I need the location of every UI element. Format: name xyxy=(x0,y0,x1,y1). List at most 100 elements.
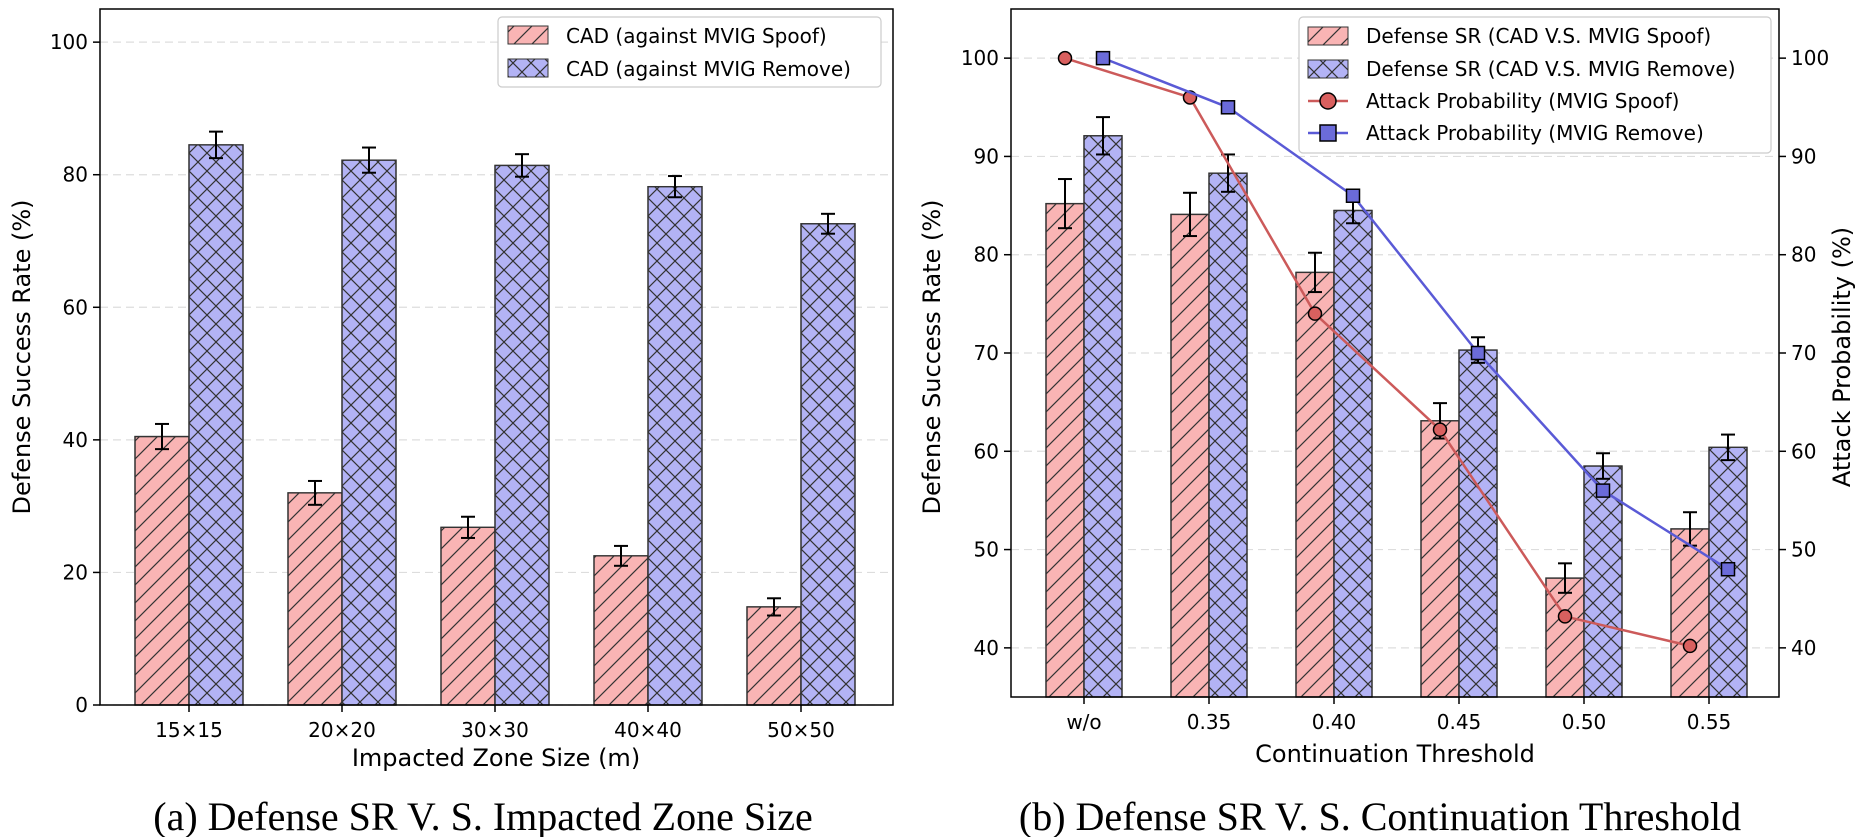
b-point-remove xyxy=(1220,100,1236,115)
b-bar-remove-hatch xyxy=(1458,349,1498,698)
b-x-tick-label: 0.55 xyxy=(1687,710,1732,734)
b-point-remove xyxy=(1345,188,1361,203)
b-bar-remove-hatch xyxy=(1083,135,1123,698)
a-bar-spoof-hatch xyxy=(440,526,496,706)
a-legend-swatch-remove-hatch xyxy=(508,59,548,77)
a-y-axis-ticks: 0 20 40 60 80 100 xyxy=(50,30,100,717)
a-x-tick-label: 40×40 xyxy=(614,718,682,742)
b-bar-spoof-hatch xyxy=(1295,271,1335,698)
a-legend-label-spoof: CAD (against MVIG Spoof) xyxy=(566,24,827,48)
panel-a-chart: 0 20 40 60 80 100 15×15 20×20 30×30 40×40 50×50 I… xyxy=(8,8,894,837)
a-x-tick-label: 15×15 xyxy=(155,718,223,742)
a-y-tick-label: 80 xyxy=(63,163,88,187)
a-y-tick-label: 100 xyxy=(50,30,88,54)
a-caption: (a) Defense SR V. S. Impacted Zone Size xyxy=(153,794,812,837)
a-legend-swatch-spoof-hatch xyxy=(508,26,548,44)
b-legend-marker-spoof xyxy=(1319,92,1337,110)
b-y-tick-label: 40 xyxy=(974,636,999,660)
b-x-tick-label: 0.50 xyxy=(1562,710,1607,734)
b-x-tick-label: w/o xyxy=(1066,710,1101,734)
a-bar-spoof-hatch xyxy=(134,435,190,706)
b-point-remove xyxy=(1595,483,1611,498)
b-point-spoof xyxy=(1307,306,1323,321)
a-y-tick-label: 0 xyxy=(75,693,88,717)
b-y2-tick-label: 80 xyxy=(1791,243,1816,267)
b-legend-label-spoof-line: Attack Probability (MVIG Spoof) xyxy=(1366,89,1680,113)
panel-b-chart: 40 50 60 70 80 90 100 40 50 60 70 80 90 100 w/o 0.35 0… xyxy=(918,8,1856,837)
b-y2-axis-ticks: 40 50 60 70 80 90 100 xyxy=(1779,46,1829,660)
b-y2-tick-label: 70 xyxy=(1791,341,1816,365)
a-bar-spoof-hatch xyxy=(746,606,802,706)
a-bar-remove-hatch xyxy=(341,159,397,706)
b-bar-spoof-hatch xyxy=(1670,528,1710,698)
b-y2-tick-label: 60 xyxy=(1791,439,1816,463)
a-bar-remove-hatch xyxy=(800,223,856,706)
a-x-tick-label: 50×50 xyxy=(767,718,835,742)
b-y2-tick-label: 50 xyxy=(1791,538,1816,562)
b-y-axis-label: Defense Success Rate (%) xyxy=(918,200,946,515)
a-legend-box xyxy=(497,16,882,88)
b-y2-axis-label: Attack Probability (%) xyxy=(1828,227,1856,487)
b-caption: (b) Defense SR V. S. Continuation Thresh… xyxy=(1019,794,1741,837)
b-point-remove xyxy=(1720,561,1736,577)
a-legend-label-remove: CAD (against MVIG Remove) xyxy=(566,57,851,81)
b-bar-remove-hatch xyxy=(1333,209,1373,698)
b-legend-label-remove-line: Attack Probability (MVIG Remove) xyxy=(1366,121,1704,145)
b-legend: Defense SR (CAD V.S. MVIG Spoof) Defense… xyxy=(1298,16,1772,154)
a-bars xyxy=(134,144,856,706)
b-bar-spoof-hatch xyxy=(1420,420,1460,698)
b-y-tick-label: 70 xyxy=(974,341,999,365)
b-point-spoof xyxy=(1057,50,1073,66)
a-bar-spoof-hatch xyxy=(593,555,649,706)
b-point-remove xyxy=(1095,50,1111,66)
b-legend-label-spoof-bar: Defense SR (CAD V.S. MVIG Spoof) xyxy=(1366,24,1711,48)
a-bar-remove-hatch xyxy=(494,164,550,706)
b-x-tick-label: 0.45 xyxy=(1437,710,1482,734)
b-point-spoof xyxy=(1682,638,1698,654)
b-point-spoof xyxy=(1432,422,1448,437)
b-x-axis-label: Continuation Threshold xyxy=(1255,740,1535,768)
b-legend-swatch-remove-bar-hatch xyxy=(1308,60,1348,78)
b-line-spoof xyxy=(1064,56,1691,648)
a-x-axis-label: Impacted Zone Size (m) xyxy=(352,744,640,772)
b-x-tick-label: 0.35 xyxy=(1187,710,1232,734)
b-y-tick-label: 80 xyxy=(974,243,999,267)
b-y-tick-label: 100 xyxy=(961,46,999,70)
a-x-tick-label: 30×30 xyxy=(461,718,529,742)
b-bar-spoof-hatch xyxy=(1170,213,1210,698)
b-y-tick-label: 50 xyxy=(974,538,999,562)
b-y-tick-label: 60 xyxy=(974,439,999,463)
a-y-tick-label: 40 xyxy=(63,428,88,452)
a-y-tick-label: 20 xyxy=(63,560,88,584)
b-x-axis-ticks: w/o 0.35 0.40 0.45 0.50 0.55 xyxy=(1066,697,1731,734)
a-y-axis-label: Defense Success Rate (%) xyxy=(8,200,36,515)
b-y2-tick-label: 40 xyxy=(1791,636,1816,660)
b-line-remove xyxy=(1102,56,1729,571)
b-legend-marker-remove xyxy=(1319,124,1337,142)
b-point-spoof xyxy=(1557,609,1573,624)
a-x-axis-ticks: 15×15 20×20 30×30 40×40 50×50 xyxy=(155,705,835,742)
b-legend-swatch-spoof-bar-hatch xyxy=(1308,27,1348,45)
b-point-remove xyxy=(1470,345,1486,361)
b-bar-spoof-hatch xyxy=(1045,202,1085,698)
a-legend: CAD (against MVIG Spoof) CAD (against MV… xyxy=(497,16,882,88)
b-y-axis-ticks: 40 50 60 70 80 90 100 xyxy=(961,46,1011,660)
b-legend-box xyxy=(1298,16,1772,154)
a-x-tick-label: 20×20 xyxy=(308,718,376,742)
b-legend-label-remove-bar: Defense SR (CAD V.S. MVIG Remove) xyxy=(1366,57,1736,81)
a-plot-frame xyxy=(99,8,894,706)
a-bar-remove-hatch xyxy=(647,185,703,706)
a-error-bars xyxy=(155,130,835,617)
b-lines xyxy=(1057,50,1736,654)
a-bar-spoof-hatch xyxy=(287,492,343,706)
b-bars xyxy=(1045,135,1748,698)
b-y2-tick-label: 90 xyxy=(1791,144,1816,168)
a-bar-remove-hatch xyxy=(188,144,244,706)
b-error-bars xyxy=(1058,116,1735,594)
b-bar-remove-hatch xyxy=(1583,465,1623,698)
b-bar-remove-hatch xyxy=(1208,172,1248,698)
b-x-tick-label: 0.40 xyxy=(1312,710,1357,734)
b-y2-tick-label: 100 xyxy=(1791,46,1829,70)
b-y-tick-label: 90 xyxy=(974,144,999,168)
